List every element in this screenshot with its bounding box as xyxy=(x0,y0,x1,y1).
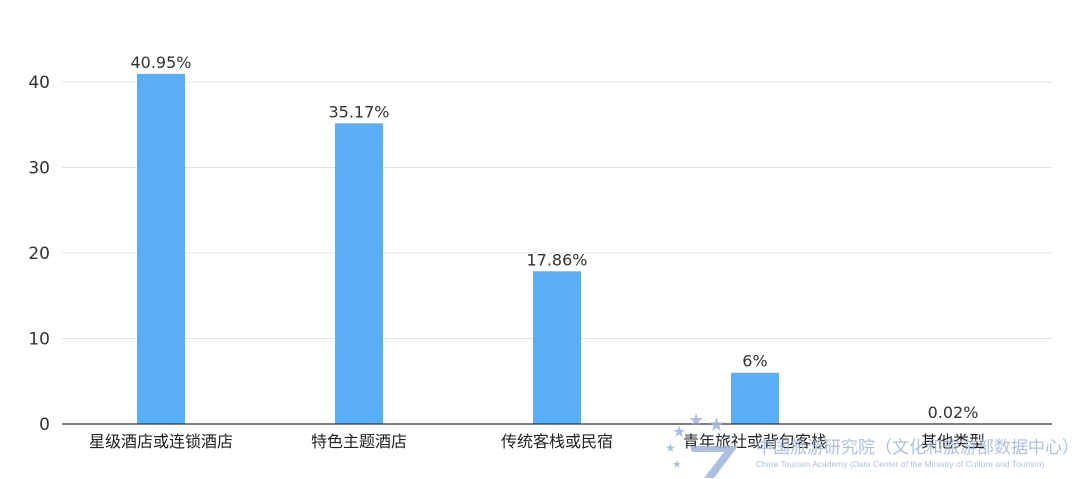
data-label: 6% xyxy=(742,352,767,371)
x-category-label: 其他类型 xyxy=(921,432,985,451)
watermark-star-icon: ★ xyxy=(708,414,725,436)
bar xyxy=(533,271,581,424)
watermark-seven-mark xyxy=(690,446,738,478)
watermark-en: China Tourism Academy (Data Center of th… xyxy=(756,459,1045,469)
bar xyxy=(731,372,779,424)
x-category-label: 星级酒店或连锁酒店 xyxy=(89,432,233,451)
y-tick-label: 30 xyxy=(28,159,50,179)
watermark-star-icon: ★ xyxy=(688,410,704,431)
bars xyxy=(137,73,779,424)
watermark: ★ ★ ★ ★ ★ 中国旅游研究院（文化和旅游部数据中心） China Tour… xyxy=(665,410,1079,478)
x-category-label: 传统客栈或民宿 xyxy=(501,432,613,451)
data-labels: 40.95% 35.17% 17.86% 6% 0.02% xyxy=(130,53,978,422)
data-label: 0.02% xyxy=(928,403,979,422)
x-category-label: 特色主题酒店 xyxy=(311,432,407,451)
y-tick-label: 40 xyxy=(28,73,50,93)
data-label: 17.86% xyxy=(526,250,587,269)
y-tick-label: 20 xyxy=(28,244,50,264)
bar xyxy=(137,73,185,424)
watermark-cn: 中国旅游研究院（文化和旅游部数据中心） xyxy=(756,438,1079,458)
data-label: 40.95% xyxy=(130,53,191,72)
watermark-logo: ★ ★ ★ ★ ★ xyxy=(665,410,738,478)
x-axis-category-labels: 星级酒店或连锁酒店 特色主题酒店 传统客栈或民宿 青年旅社或背包客栈 其他类型 xyxy=(89,432,985,451)
watermark-star-icon: ★ xyxy=(672,458,682,471)
watermark-star-icon: ★ xyxy=(672,422,686,441)
y-tick-label: 0 xyxy=(39,415,50,435)
watermark-star-icon: ★ xyxy=(665,441,676,455)
bar xyxy=(335,123,383,424)
data-label: 35.17% xyxy=(328,102,389,121)
y-tick-label: 10 xyxy=(28,330,50,350)
y-axis-ticks: 0 10 20 30 40 xyxy=(28,73,50,435)
